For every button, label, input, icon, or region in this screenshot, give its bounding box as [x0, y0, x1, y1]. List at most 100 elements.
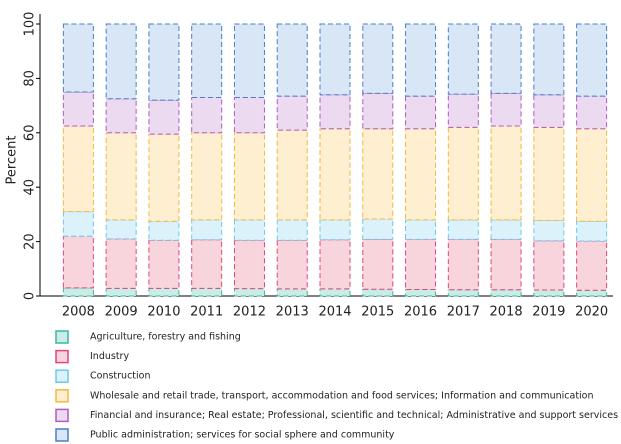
x-tick-label: 2008	[62, 305, 95, 320]
bar-segment	[105, 98, 137, 134]
legend-label: Wholesale and retail trade, transport, a…	[90, 390, 594, 401]
bar-segment	[148, 23, 180, 101]
bar-segment	[576, 240, 608, 291]
bar-segment	[191, 219, 223, 241]
bar-segment	[405, 128, 437, 221]
y-tick-label: 0	[23, 292, 38, 300]
bar-segment	[533, 219, 565, 242]
bar-segment	[533, 126, 565, 221]
x-tick-label: 2019	[532, 305, 565, 320]
bar-segment	[533, 289, 565, 297]
x-tick-label: 2017	[447, 305, 480, 320]
bar-segment	[490, 92, 522, 127]
bar-segment	[105, 219, 137, 240]
bar-segment	[447, 93, 479, 128]
y-tick-label: 100	[23, 12, 38, 37]
bar-segment	[276, 288, 308, 297]
bar-segment	[62, 211, 94, 237]
bar-segment	[405, 238, 437, 290]
bar-segment	[105, 23, 137, 100]
bar-segment	[576, 95, 608, 130]
bar-segment	[533, 240, 565, 291]
bar-segment	[62, 235, 94, 289]
bar-segment	[533, 94, 565, 128]
legend-label: Financial and insurance; Real estate; Pr…	[90, 410, 618, 421]
legend-label: Agriculture, forestry and fishing	[90, 332, 241, 343]
bar-segment	[191, 239, 223, 289]
bar-segment	[62, 125, 94, 213]
bar-segment	[490, 289, 522, 297]
x-tick-label: 2012	[233, 305, 266, 320]
bar-segment	[447, 238, 479, 291]
bar-segment	[191, 287, 223, 297]
bar-segment	[62, 23, 94, 93]
bar-segment	[319, 94, 351, 130]
y-tick-label: 80	[23, 70, 38, 87]
bar-segment	[319, 239, 351, 290]
x-tick-label: 2016	[404, 305, 437, 320]
bar-segment	[233, 288, 265, 297]
bar-segment	[105, 238, 137, 289]
bar-segment	[447, 289, 479, 297]
legend-swatch	[55, 408, 69, 423]
bar-segment	[105, 132, 137, 221]
bar-segment	[576, 220, 608, 242]
bar-segment	[362, 288, 394, 297]
bar-segment	[276, 129, 308, 221]
bar-segment	[191, 23, 223, 98]
legend-label: Industry	[90, 351, 129, 362]
bar-segment	[276, 239, 308, 290]
bar-segment	[148, 220, 180, 241]
bar-segment	[576, 289, 608, 297]
bar-segment	[233, 23, 265, 98]
y-tick-label: 60	[23, 125, 38, 142]
bar-segment	[319, 23, 351, 96]
bar-segment	[191, 132, 223, 221]
bar-segment	[276, 219, 308, 241]
bar-segment	[233, 96, 265, 134]
bar-segment	[62, 287, 94, 297]
bar-segment	[447, 219, 479, 240]
x-tick-label: 2011	[190, 305, 223, 320]
bar-segment	[148, 133, 180, 222]
bar-segment	[362, 23, 394, 94]
bar-segment	[405, 23, 437, 97]
bar-segment	[490, 219, 522, 240]
bar-segment	[362, 128, 394, 220]
x-tick-label: 2014	[318, 305, 351, 320]
legend-swatch	[55, 349, 69, 364]
bar-segment	[447, 23, 479, 95]
bar-segment	[362, 238, 394, 290]
bar-segment	[233, 132, 265, 221]
y-tick-label: 20	[23, 233, 38, 250]
bar-segment	[405, 95, 437, 130]
bar-segment	[576, 128, 608, 222]
legend-swatch	[55, 428, 69, 442]
bar-segment	[490, 23, 522, 94]
bar-segment	[62, 91, 94, 127]
bar-segment	[362, 218, 394, 240]
bar-segment	[405, 219, 437, 240]
bar-segment	[148, 99, 180, 135]
x-tick-label: 2015	[361, 305, 394, 320]
legend-swatch	[55, 389, 69, 403]
x-tick-label: 2018	[490, 305, 523, 320]
x-tick-label: 2009	[105, 305, 138, 320]
bar-segment	[533, 23, 565, 96]
x-tick-label: 2010	[147, 305, 180, 320]
legend-label: Construction	[90, 371, 151, 382]
bar-segment	[490, 125, 522, 221]
x-tick-label: 2013	[276, 305, 309, 320]
legend-swatch	[55, 330, 69, 344]
bar-segment	[233, 239, 265, 290]
y-axis-title: Percent	[5, 136, 20, 185]
bar-segment	[105, 287, 137, 297]
bar-segment	[319, 219, 351, 241]
legend-label: Public administration; services for soci…	[90, 430, 395, 441]
bar-segment	[319, 128, 351, 221]
bar-segment	[319, 288, 351, 297]
bar-segment	[276, 23, 308, 97]
bar-segment	[405, 288, 437, 297]
bar-segment	[233, 219, 265, 241]
